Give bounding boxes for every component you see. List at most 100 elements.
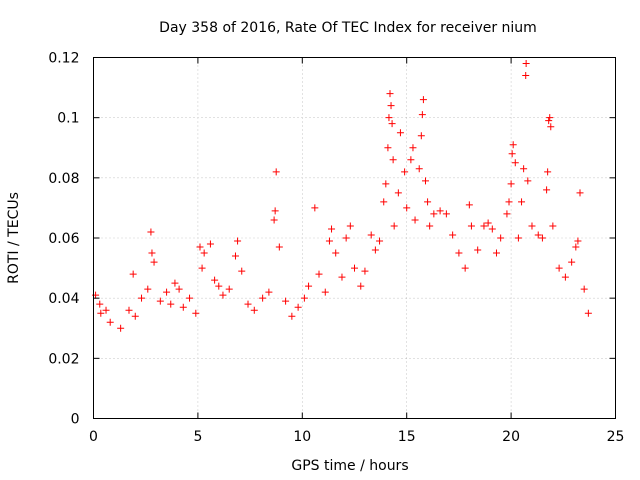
data-point (424, 198, 432, 206)
data-point (186, 294, 194, 302)
y-tick-label: 0.06 (48, 231, 79, 247)
y-tick-label: 0.02 (48, 351, 79, 367)
data-point (407, 156, 415, 164)
data-point (508, 150, 516, 158)
data-point (265, 288, 273, 296)
data-point (411, 216, 419, 224)
data-point (572, 243, 580, 251)
data-point (275, 243, 283, 251)
data-point (418, 111, 426, 119)
data-point (546, 114, 554, 122)
data-point (568, 258, 576, 266)
x-tick-label: 0 (89, 429, 98, 445)
data-point (179, 303, 187, 311)
x-axis-label: GPS time / hours (291, 458, 408, 474)
data-point (503, 210, 511, 218)
data-point (522, 60, 530, 68)
data-point (442, 210, 450, 218)
data-point (225, 285, 233, 293)
data-point (315, 270, 323, 278)
data-point (144, 285, 152, 293)
data-point (382, 180, 390, 188)
data-point (138, 294, 146, 302)
data-point (545, 117, 553, 125)
data-point (426, 222, 434, 230)
data-point (244, 300, 252, 308)
data-point (367, 231, 375, 239)
data-point (198, 264, 206, 272)
data-point (376, 237, 384, 245)
data-point (200, 249, 208, 257)
data-point (272, 168, 280, 176)
data-points (92, 60, 592, 332)
data-point (484, 219, 492, 227)
data-point (436, 207, 444, 215)
data-point (419, 96, 427, 104)
x-tick-label: 5 (193, 429, 202, 445)
grid (93, 57, 616, 419)
data-point (507, 180, 515, 188)
data-point (311, 204, 319, 212)
y-tick-label: 0 (71, 412, 80, 428)
data-point (403, 204, 411, 212)
data-point (421, 177, 429, 185)
data-point (576, 189, 584, 197)
data-point (259, 294, 267, 302)
data-point (555, 264, 563, 272)
x-tick-label: 10 (293, 429, 311, 445)
y-tick-label: 0.08 (48, 171, 79, 187)
data-point (415, 165, 423, 173)
data-point (117, 324, 125, 332)
axis-ticks (93, 57, 616, 419)
data-point (288, 312, 296, 320)
data-point (321, 288, 329, 296)
data-point (192, 309, 200, 317)
y-axis-label: ROTI / TECUs (6, 192, 22, 284)
data-point (387, 102, 395, 110)
data-point (390, 222, 398, 230)
data-point (396, 129, 404, 137)
data-point (549, 222, 557, 230)
data-point (294, 303, 302, 311)
data-point (584, 309, 592, 317)
data-point (148, 249, 156, 257)
y-tick-label: 0.04 (48, 291, 79, 307)
data-point (480, 222, 488, 230)
data-point (522, 72, 530, 80)
data-point (561, 273, 569, 281)
data-point (386, 90, 394, 98)
data-point (544, 168, 552, 176)
data-point (102, 306, 110, 314)
data-point (465, 201, 473, 209)
data-point (96, 300, 104, 308)
data-point (505, 198, 513, 206)
data-point (371, 246, 379, 254)
data-point (488, 225, 496, 233)
data-point (492, 249, 500, 257)
data-point (129, 270, 137, 278)
y-tick-labels: 0 0.02 0.04 0.06 0.08 0.1 0.12 (48, 51, 79, 428)
data-point (394, 189, 402, 197)
data-point (384, 144, 392, 152)
data-point (97, 309, 105, 317)
data-point (518, 198, 526, 206)
x-tick-label: 15 (398, 429, 416, 445)
data-point (514, 234, 522, 242)
data-point (238, 267, 246, 275)
data-point (270, 216, 278, 224)
x-tick-labels: 0 5 10 15 20 25 (89, 429, 624, 445)
data-point (167, 300, 175, 308)
data-point (467, 222, 475, 230)
data-point (346, 222, 354, 230)
data-point (156, 297, 164, 305)
data-point (215, 282, 223, 290)
data-point (511, 159, 519, 167)
data-point (580, 285, 588, 293)
data-point (385, 114, 393, 122)
data-point (305, 282, 313, 290)
data-point (509, 141, 517, 149)
data-point (351, 264, 358, 272)
data-point (147, 228, 155, 236)
x-tick-label: 20 (502, 429, 520, 445)
